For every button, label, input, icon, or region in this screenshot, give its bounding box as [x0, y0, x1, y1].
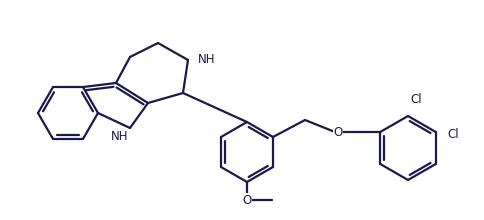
Text: NH: NH — [110, 130, 128, 143]
Text: O: O — [333, 125, 343, 139]
Text: NH: NH — [198, 53, 215, 66]
Text: Cl: Cl — [448, 128, 459, 141]
Text: Cl: Cl — [410, 93, 422, 106]
Text: O: O — [242, 194, 252, 207]
